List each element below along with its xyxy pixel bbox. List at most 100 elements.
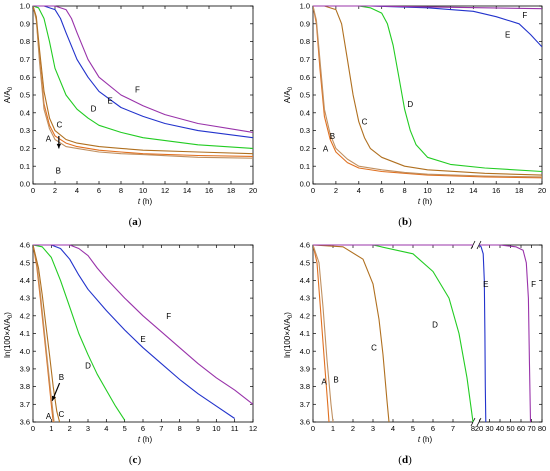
y-tick-label: 0.6 [20, 73, 30, 82]
x-tick-label: 4 [75, 186, 79, 195]
x-tick-label: 7 [159, 424, 163, 433]
x-tick-label: 16 [205, 186, 213, 195]
axis-break-mark [476, 417, 482, 427]
y-tick-label: 4.4 [20, 276, 30, 285]
curve-label-a: A [46, 135, 52, 144]
x-axis-label-b: t (h) [418, 197, 433, 206]
y-tick-label: 0.7 [20, 55, 30, 64]
series-line-c [313, 244, 390, 422]
series-line-a [313, 5, 542, 179]
x-tick-label: 18 [515, 186, 523, 195]
series-line-e [33, 244, 236, 419]
y-tick-label: 3.6 [20, 418, 30, 427]
x-tick-label: 6 [141, 424, 145, 433]
y-tick-label: 3.8 [20, 382, 30, 391]
curve-label-d: D [85, 361, 91, 370]
curve-label-c: C [57, 120, 63, 129]
y-tick-label: 4.3 [300, 294, 310, 303]
y-tick-label: 4.5 [20, 258, 30, 267]
y-tick-label: 0.0 [20, 180, 30, 189]
x2-tick-label: 20 [475, 424, 483, 433]
panel-c: (c) t (h) ln(100×A/A0) 3.6 3.7 3.8 3.9 4.0 4.… [3, 241, 257, 466]
x-tick-label: 14 [183, 186, 191, 195]
curve-label-a: A [323, 144, 329, 153]
y-tick-label: 4.0 [20, 347, 30, 356]
series-line-d [33, 5, 253, 149]
series-line-f [33, 5, 253, 133]
y-tick-label: 0.5 [20, 91, 30, 100]
x-tick-label: 1 [49, 424, 53, 433]
x-tick-label: 1 [331, 424, 335, 433]
x-tick-label: 2 [351, 424, 355, 433]
x-tick-label: 2 [334, 186, 338, 195]
x2-tick-label: 70 [527, 424, 535, 433]
curve-label-b: B [59, 373, 64, 382]
curve-label-f: F [522, 11, 527, 20]
x-tick-label: 4 [391, 424, 395, 433]
x2-tick-label: 60 [517, 424, 525, 433]
x-tick-label: 4 [357, 186, 361, 195]
y-tick-label: 0.4 [300, 108, 310, 117]
annotation-arrowhead [51, 395, 56, 401]
x-axis-label-a: t (h) [138, 197, 153, 206]
panel-d: (d) t (h) ln(100×A/A0) 3.6 3.7 3.8 3.9 4.0 4.… [283, 241, 546, 466]
x-tick-label: 3 [86, 424, 90, 433]
series-line-b [313, 5, 542, 178]
y-tick-label: 3.9 [300, 365, 310, 374]
y-tick-label: 4.2 [300, 311, 310, 320]
y-tick-label: 4.1 [20, 329, 30, 338]
curve-label-a: A [321, 377, 327, 386]
y-tick-label: 4.2 [20, 311, 30, 320]
x-tick-label: 5 [123, 424, 127, 433]
y-axis-label-d: ln(100×A/A0) [283, 312, 294, 358]
y-tick-label: 4.1 [300, 329, 310, 338]
y-tick-label: 4.6 [300, 241, 310, 250]
y-tick-label: 0.2 [20, 144, 30, 153]
x-tick-label: 9 [196, 424, 200, 433]
curve-label-f: F [531, 280, 536, 289]
series-line-d [33, 244, 126, 421]
series-line-c [33, 244, 61, 422]
y-axis-label-a: A/A0 [3, 86, 14, 103]
x-tick-label: 16 [492, 186, 500, 195]
x-tick-label: 6 [380, 186, 384, 195]
annotation-arrowhead [56, 143, 62, 149]
y-tick-label: 0.2 [300, 144, 310, 153]
x2-tick-label: 80 [538, 424, 546, 433]
panel-label-d: (d) [398, 454, 412, 466]
series-line-c [33, 5, 253, 155]
y-tick-label: 4.6 [20, 241, 30, 250]
x2-tick-label: 50 [506, 424, 514, 433]
y-tick-label: 4.3 [20, 294, 30, 303]
y-tick-label: 0.9 [20, 19, 30, 28]
x-tick-label: 8 [471, 424, 475, 433]
y-tick-label: 0.3 [20, 126, 30, 135]
y-tick-label: 0.8 [20, 37, 30, 46]
curve-label-e: E [483, 280, 488, 289]
x-tick-label: 6 [431, 424, 435, 433]
y-tick-label: 0.3 [300, 126, 310, 135]
x-tick-label: 6 [97, 186, 101, 195]
y-tick-label: 0.9 [300, 19, 310, 28]
plot-frame-c [32, 244, 254, 423]
x-tick-label: 0 [311, 186, 315, 195]
curve-label-e: E [505, 30, 510, 39]
x-tick-label: 5 [411, 424, 415, 433]
y-tick-label: 0.1 [20, 162, 30, 171]
series-line-e [33, 5, 253, 139]
y-tick-label: 3.9 [20, 365, 30, 374]
y-tick-label: 4.0 [300, 347, 310, 356]
panel-label-a: (a) [129, 216, 142, 228]
curve-label-b: B [333, 376, 338, 385]
curve-label-b: B [56, 167, 61, 176]
curve-label-e: E [140, 335, 145, 344]
x-tick-label: 18 [227, 186, 235, 195]
curve-label-c: C [59, 410, 65, 419]
y-tick-label: 0.0 [300, 180, 310, 189]
axis-break-gap [473, 418, 479, 426]
panel-label-b: (b) [398, 216, 412, 228]
y-axis-label-c: ln(100×A/A0) [3, 312, 14, 358]
y-tick-label: 1.0 [300, 2, 310, 11]
series-line-f [313, 5, 542, 10]
axis-break-gap [473, 241, 479, 249]
